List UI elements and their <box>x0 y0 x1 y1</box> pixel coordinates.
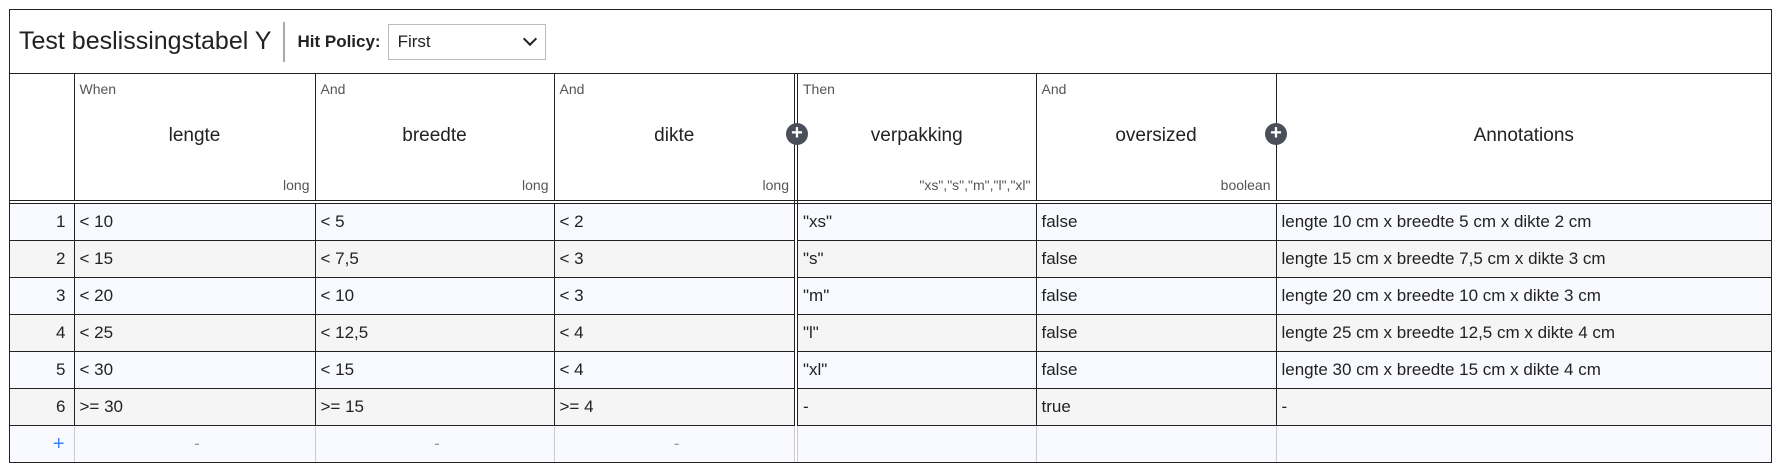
rule-cell[interactable]: lengte 15 cm x breedte 7,5 cm x dikte 3 … <box>1275 240 1771 278</box>
row-number[interactable]: 5 <box>10 351 75 389</box>
column-name: verpakking <box>870 125 963 146</box>
column-label: When <box>79 81 117 97</box>
column-header-annotations[interactable]: Annotations <box>1275 74 1771 204</box>
add-rule-cell[interactable] <box>1275 425 1771 462</box>
column-name: oversized <box>1115 125 1197 146</box>
table-row: 4 < 25 < 12,5 < 4 "l" false lengte 25 cm x bre… <box>10 314 1771 352</box>
column-label: And <box>1041 81 1067 97</box>
column-type: "xs","s","m","l","xl" <box>919 177 1031 193</box>
hit-policy-label: Hit Policy: <box>297 31 381 51</box>
column-label: And <box>320 81 346 97</box>
rule-cell[interactable]: < 30 <box>73 351 316 389</box>
plus-circle-icon: + <box>1270 122 1282 144</box>
rule-cell[interactable]: "s" <box>795 240 1037 278</box>
rule-cell[interactable]: < 4 <box>553 351 798 389</box>
rule-cell[interactable]: lengte 25 cm x breedte 12,5 cm x dikte 4… <box>1275 314 1771 352</box>
chevron-down-icon <box>522 31 537 47</box>
table-title[interactable]: Test beslissingstabel Y <box>19 27 272 55</box>
column-header-breedte[interactable]: And breedte long <box>314 74 555 204</box>
add-input-column-button[interactable]: + <box>786 123 808 145</box>
column-name: dikte <box>654 125 695 146</box>
rule-cell[interactable]: false <box>1035 201 1277 241</box>
add-rule-cell[interactable] <box>1035 425 1277 462</box>
row-number[interactable]: 3 <box>10 277 75 315</box>
rule-cell[interactable]: "m" <box>795 277 1037 315</box>
rule-cell[interactable]: "xl" <box>795 351 1037 389</box>
rule-cell[interactable]: < 15 <box>314 351 555 389</box>
rule-cell[interactable]: < 25 <box>73 314 316 352</box>
rule-cell[interactable]: false <box>1035 240 1277 278</box>
rule-cell[interactable]: < 15 <box>73 240 316 278</box>
rule-cell[interactable]: "xs" <box>795 201 1037 241</box>
table-row: 5 < 30 < 15 < 4 "xl" false lengte 30 cm x bree… <box>10 351 1771 389</box>
column-name: breedte <box>402 125 467 146</box>
hit-policy-value: First <box>397 31 431 51</box>
rule-cell[interactable]: lengte 20 cm x breedte 10 cm x dikte 3 c… <box>1275 277 1771 315</box>
column-header-dikte[interactable]: And dikte long <box>553 74 798 204</box>
rule-cell[interactable]: lengte 30 cm x breedte 15 cm x dikte 4 c… <box>1275 351 1771 389</box>
column-label: Then <box>803 81 835 97</box>
column-name: lengte <box>168 125 221 146</box>
row-number[interactable]: 2 <box>10 240 75 278</box>
add-rule-cell[interactable]: - <box>553 425 798 462</box>
rules-table: When lengte long And breedte long And dikte long… <box>10 74 1771 462</box>
rule-cell[interactable]: - <box>795 388 1037 426</box>
add-rule-button[interactable]: + <box>10 425 75 462</box>
column-header-oversized[interactable]: And oversized boolean <box>1035 74 1277 204</box>
rule-cell[interactable]: < 10 <box>73 201 316 241</box>
column-type: boolean <box>1220 177 1271 193</box>
rule-cell[interactable]: lengte 10 cm x breedte 5 cm x dikte 2 cm <box>1275 201 1771 241</box>
rule-cell[interactable]: < 5 <box>314 201 555 241</box>
add-rule-row: + - - - <box>10 425 1771 462</box>
add-rule-cell[interactable]: - <box>314 425 555 462</box>
rule-cell[interactable]: < 20 <box>73 277 316 315</box>
rule-cell[interactable]: "l" <box>795 314 1037 352</box>
row-number[interactable]: 4 <box>10 314 75 352</box>
rule-cell[interactable]: < 2 <box>553 201 798 241</box>
rule-cell[interactable]: - <box>1275 388 1771 426</box>
rule-cell[interactable]: >= 30 <box>73 388 316 426</box>
divider <box>283 21 286 62</box>
table-row: 2 < 15 < 7,5 < 3 "s" false lengte 15 cm x bree… <box>10 240 1771 278</box>
rule-cell[interactable]: true <box>1035 388 1277 426</box>
column-type: long <box>762 177 789 193</box>
rule-cell[interactable]: < 10 <box>314 277 555 315</box>
column-type: long <box>522 177 549 193</box>
column-header-lengte[interactable]: When lengte long <box>73 74 316 204</box>
rule-cell[interactable]: false <box>1035 351 1277 389</box>
row-number[interactable]: 6 <box>10 388 75 426</box>
add-rule-cell[interactable] <box>795 425 1037 462</box>
table-row: 1 < 10 < 5 < 2 "xs" false lengte 10 cm x breed… <box>10 201 1771 241</box>
decision-table: Test beslissingstabel Y Hit Policy: Firs… <box>9 9 1772 463</box>
add-rule-cell[interactable]: - <box>73 425 316 462</box>
rule-cell[interactable]: < 7,5 <box>314 240 555 278</box>
plus-circle-icon: + <box>791 122 803 144</box>
hit-policy-select[interactable]: First <box>387 23 546 60</box>
column-type: long <box>283 177 310 193</box>
rule-cell[interactable]: < 4 <box>553 314 798 352</box>
row-number[interactable]: 1 <box>10 201 75 241</box>
row-number-header <box>10 74 75 204</box>
table-row: 6 >= 30 >= 15 >= 4- true - <box>10 388 1771 426</box>
table-row: 3 < 20 < 10 < 3 "m" false lengte 20 cm x breed… <box>10 277 1771 315</box>
column-name: Annotations <box>1473 125 1574 146</box>
rule-cell[interactable]: < 3 <box>553 240 798 278</box>
rule-cell[interactable]: < 3 <box>553 277 798 315</box>
rule-cell[interactable]: >= 15 <box>314 388 555 426</box>
rule-cell[interactable]: false <box>1035 277 1277 315</box>
rule-cell[interactable]: < 12,5 <box>314 314 555 352</box>
column-label: And <box>559 81 585 97</box>
add-output-column-button[interactable]: + <box>1265 123 1287 145</box>
decision-table-header: Test beslissingstabel Y Hit Policy: Firs… <box>10 10 1771 74</box>
rule-cell[interactable]: >= 4 <box>553 388 798 426</box>
rule-cell[interactable]: false <box>1035 314 1277 352</box>
column-header-verpakking[interactable]: Then verpakking "xs","s","m","l","xl" <box>795 74 1037 204</box>
